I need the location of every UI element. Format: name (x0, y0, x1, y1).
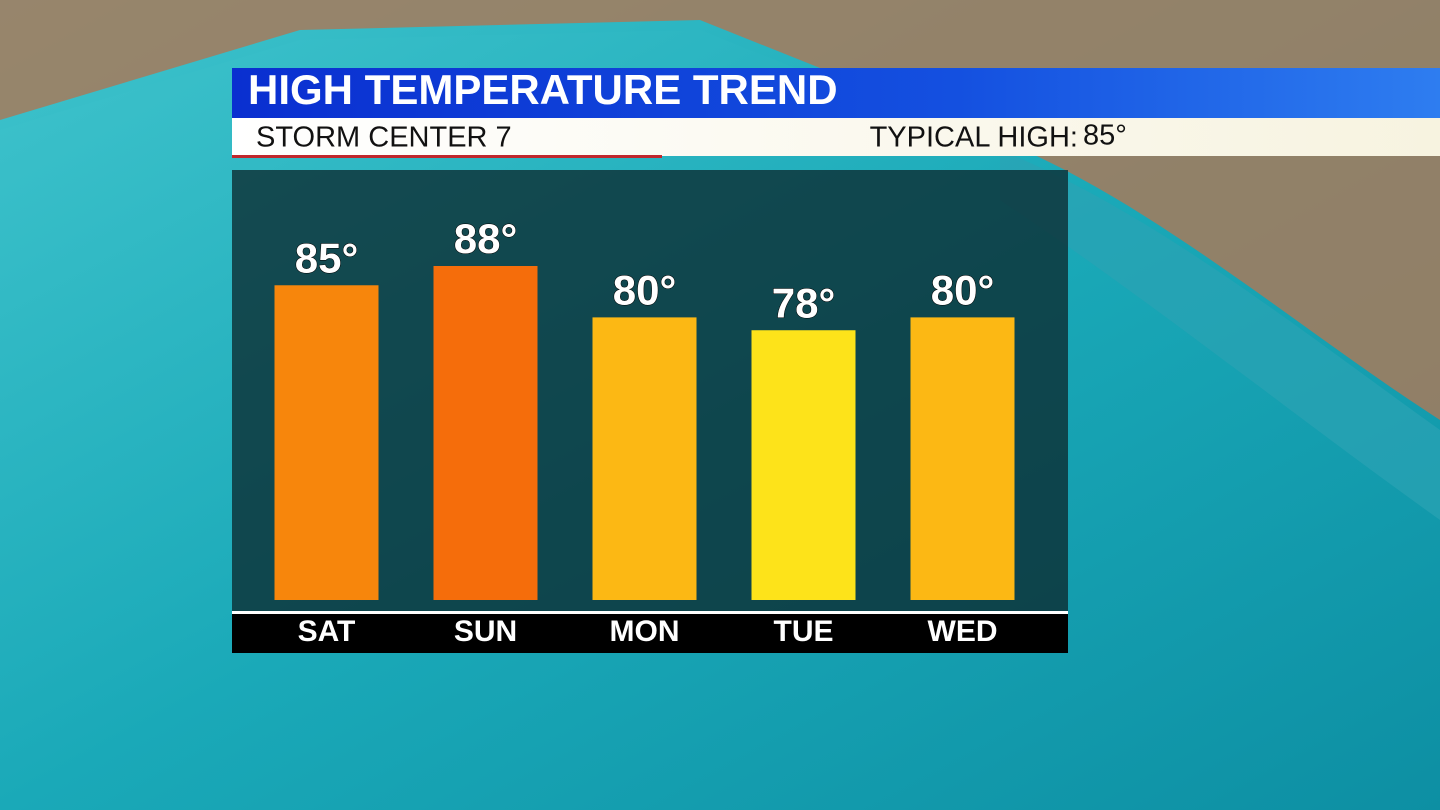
bar (433, 266, 538, 600)
chart-title: HIGH TEMPERATURE TREND (248, 66, 838, 113)
subtitle-bar (232, 118, 1440, 156)
category-band (232, 614, 1068, 653)
value-label: 88° (454, 215, 518, 262)
x-tick-label: WED (928, 615, 998, 648)
bar (910, 317, 1015, 600)
accent-line (232, 155, 662, 158)
value-label: 85° (295, 234, 359, 281)
baseline (232, 611, 1068, 614)
bar (751, 330, 856, 600)
bar (592, 317, 697, 600)
pool-edge (1000, 150, 1440, 520)
title-bar (232, 68, 1440, 118)
value-label: 80° (931, 266, 995, 313)
value-label: 80° (613, 266, 677, 313)
chart-subtitle: STORM CENTER 7 (256, 122, 512, 154)
x-tick-label: MON (610, 615, 680, 648)
x-tick-label: SUN (454, 615, 517, 648)
value-label: 78° (772, 279, 836, 326)
x-tick-label: TUE (774, 615, 834, 648)
bar (274, 285, 379, 600)
typical-high-label: TYPICAL HIGH: (870, 122, 1078, 154)
x-tick-label: SAT (298, 615, 356, 648)
typical-high-value: 85° (1083, 120, 1127, 152)
